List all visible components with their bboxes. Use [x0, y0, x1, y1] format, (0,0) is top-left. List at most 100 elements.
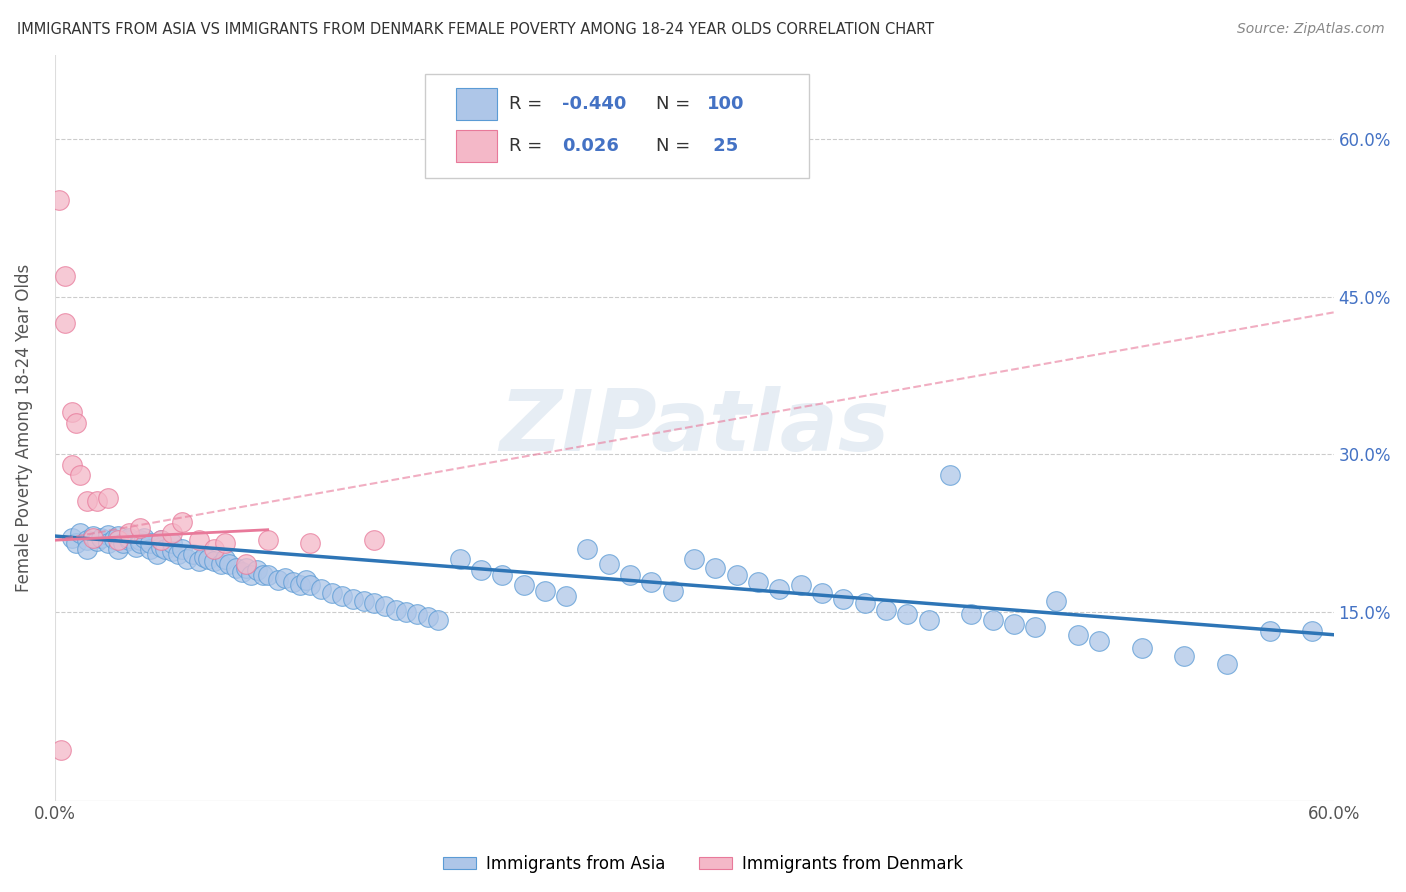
- Text: R =: R =: [509, 95, 547, 113]
- Point: [86, 494, 108, 508]
- Point: [384, 602, 406, 616]
- Text: -0.440: -0.440: [562, 95, 627, 113]
- Point: [48, 193, 70, 207]
- Text: Source: ZipAtlas.com: Source: ZipAtlas.com: [1237, 22, 1385, 37]
- Point: [188, 533, 211, 548]
- Point: [661, 583, 683, 598]
- Point: [118, 531, 141, 545]
- Point: [181, 547, 204, 561]
- Point: [512, 578, 534, 592]
- Point: [811, 585, 834, 599]
- Point: [197, 552, 219, 566]
- Point: [598, 558, 620, 572]
- Point: [150, 533, 173, 548]
- Point: [107, 541, 129, 556]
- Point: [917, 613, 939, 627]
- Point: [235, 560, 257, 574]
- Point: [160, 543, 183, 558]
- Point: [789, 578, 811, 592]
- Point: [619, 567, 641, 582]
- Text: IMMIGRANTS FROM ASIA VS IMMIGRANTS FROM DENMARK FEMALE POVERTY AMONG 18-24 YEAR : IMMIGRANTS FROM ASIA VS IMMIGRANTS FROM …: [17, 22, 934, 37]
- Point: [53, 268, 76, 283]
- FancyBboxPatch shape: [456, 129, 498, 162]
- Point: [214, 552, 236, 566]
- Point: [640, 575, 662, 590]
- Text: 100: 100: [707, 95, 744, 113]
- Point: [172, 516, 194, 530]
- Point: [209, 558, 232, 572]
- Point: [235, 558, 257, 572]
- Point: [252, 567, 274, 582]
- Point: [1301, 624, 1323, 638]
- Point: [69, 468, 91, 483]
- Text: R =: R =: [509, 137, 547, 155]
- Point: [747, 575, 769, 590]
- Text: 0.026: 0.026: [562, 137, 619, 155]
- Point: [768, 582, 790, 596]
- Point: [76, 541, 98, 556]
- Point: [555, 589, 578, 603]
- Point: [176, 552, 198, 566]
- Point: [65, 536, 87, 550]
- Point: [1130, 641, 1153, 656]
- Point: [1173, 648, 1195, 663]
- Point: [534, 583, 557, 598]
- Point: [118, 533, 141, 548]
- Point: [60, 531, 83, 545]
- Point: [218, 558, 240, 572]
- Point: [150, 540, 173, 554]
- Point: [1216, 657, 1239, 672]
- Point: [246, 563, 269, 577]
- Point: [704, 560, 727, 574]
- Point: [97, 528, 120, 542]
- Point: [76, 533, 98, 548]
- FancyBboxPatch shape: [426, 74, 810, 178]
- Point: [49, 743, 72, 757]
- Point: [725, 567, 748, 582]
- Point: [1002, 617, 1025, 632]
- Point: [274, 571, 297, 585]
- Point: [470, 563, 492, 577]
- Point: [374, 599, 396, 614]
- Point: [124, 540, 146, 554]
- Point: [160, 525, 183, 540]
- Point: [299, 536, 322, 550]
- Point: [853, 596, 876, 610]
- Point: [146, 547, 169, 561]
- Point: [239, 567, 262, 582]
- Point: [416, 610, 439, 624]
- Point: [107, 533, 129, 548]
- Point: [65, 416, 87, 430]
- Point: [896, 607, 918, 621]
- Point: [139, 536, 162, 550]
- Legend: Immigrants from Asia, Immigrants from Denmark: Immigrants from Asia, Immigrants from De…: [436, 848, 970, 880]
- Point: [128, 521, 150, 535]
- Point: [960, 607, 983, 621]
- Point: [82, 529, 104, 543]
- Point: [132, 531, 155, 545]
- Point: [204, 541, 226, 556]
- Point: [1024, 620, 1046, 634]
- Point: [406, 607, 429, 621]
- Point: [363, 533, 385, 548]
- Point: [1045, 594, 1067, 608]
- Point: [160, 536, 183, 550]
- Point: [82, 531, 104, 545]
- Point: [395, 605, 418, 619]
- Point: [256, 567, 278, 582]
- Point: [107, 529, 129, 543]
- Point: [214, 536, 236, 550]
- Point: [90, 531, 112, 545]
- Point: [118, 525, 141, 540]
- Point: [427, 613, 450, 627]
- Point: [188, 554, 211, 568]
- Point: [97, 491, 120, 506]
- Point: [155, 541, 177, 556]
- Point: [449, 552, 471, 566]
- Point: [69, 525, 91, 540]
- Point: [299, 578, 322, 592]
- Point: [139, 541, 162, 556]
- Point: [330, 589, 353, 603]
- Point: [97, 536, 120, 550]
- Point: [576, 541, 599, 556]
